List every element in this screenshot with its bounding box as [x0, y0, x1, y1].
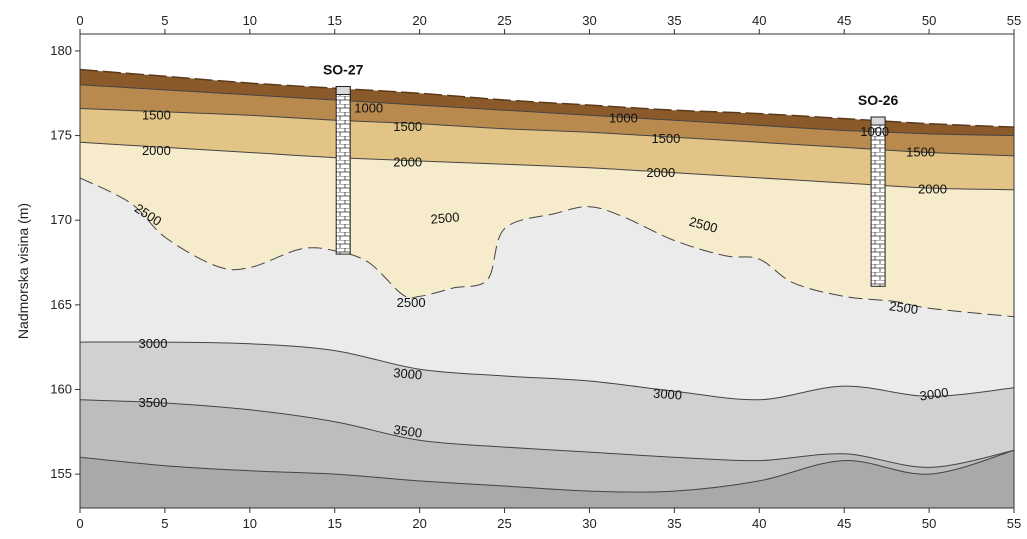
- contour-label: 1500: [906, 145, 935, 160]
- contour-label: 3000: [139, 336, 168, 351]
- contour-label: 3000: [919, 385, 950, 404]
- borehole-label-so-26: SO-26: [858, 92, 899, 108]
- x-tick-label-top: 5: [161, 13, 168, 28]
- contour-label: 3500: [139, 395, 168, 410]
- band-4000: [80, 450, 1014, 508]
- contour-label: 2000: [142, 143, 171, 158]
- x-tick-label-bottom: 0: [76, 516, 83, 531]
- contour-label: 1500: [142, 107, 171, 122]
- x-tick-label-top: 15: [327, 13, 341, 28]
- borehole-label-so-27: SO-27: [323, 62, 364, 78]
- contour-label: 3500: [392, 422, 423, 441]
- y-tick-label: 175: [50, 128, 72, 143]
- x-tick-label-bottom: 10: [243, 516, 257, 531]
- contour-label: 1500: [393, 119, 422, 134]
- y-axis-title: Nadmorska visina (m): [15, 203, 31, 339]
- x-tick-label-top: 30: [582, 13, 596, 28]
- x-axis-bottom: 0 5 10 15 20 25 30 35 40 45 50 55: [76, 508, 1021, 531]
- contour-line-2000: [80, 141, 1014, 191]
- y-tick-label: 165: [50, 297, 72, 312]
- x-tick-label-top: 55: [1007, 13, 1021, 28]
- x-tick-label-bottom: 45: [837, 516, 851, 531]
- contour-label: 3000: [393, 365, 423, 382]
- contour-lines: [80, 68, 1014, 493]
- x-tick-label-top: 25: [497, 13, 511, 28]
- contour-label: 1000: [860, 124, 889, 139]
- contour-label: 2500: [430, 209, 460, 226]
- contour-line-4000: [80, 449, 1014, 493]
- borehole-so-26: [870, 116, 886, 287]
- contour-label: 1500: [651, 131, 680, 146]
- x-tick-label-top: 10: [243, 13, 257, 28]
- contour-label: 1000: [354, 101, 383, 116]
- x-tick-label-top: 0: [76, 13, 83, 28]
- contour-label: 2000: [918, 182, 947, 197]
- plot-frame: [79, 33, 1015, 509]
- x-tick-label-bottom: 30: [582, 516, 596, 531]
- contour-line-3000: [80, 341, 1014, 401]
- x-tick-label-top: 20: [412, 13, 426, 28]
- y-tick-label: 170: [50, 212, 72, 227]
- contour-label: 2500: [687, 214, 719, 236]
- contour-label: 1000: [609, 111, 638, 126]
- contour-label: 2500: [397, 295, 426, 310]
- x-tick-label-bottom: 40: [752, 516, 766, 531]
- x-tick-label-top: 40: [752, 13, 766, 28]
- contour-label: 2000: [393, 155, 422, 170]
- x-tick-label-bottom: 55: [1007, 516, 1021, 531]
- x-tick-label-bottom: 35: [667, 516, 681, 531]
- x-tick-label-bottom: 25: [497, 516, 511, 531]
- y-tick-label: 160: [50, 382, 72, 397]
- contour-label: 2000: [646, 165, 675, 180]
- y-tick-label: 155: [50, 466, 72, 481]
- x-tick-label-top: 35: [667, 13, 681, 28]
- contour-line-1500: [80, 108, 1014, 157]
- x-tick-label-bottom: 20: [412, 516, 426, 531]
- borehole-cap: [335, 86, 351, 95]
- x-tick-label-top: 45: [837, 13, 851, 28]
- x-axis-top: 0 5 10 15 20 25 30 35 40 45 50 55: [76, 13, 1021, 34]
- boreholes: SO-27 SO-26: [323, 62, 899, 287]
- contour-label: 2500: [888, 298, 919, 317]
- x-tick-label-bottom: 5: [161, 516, 168, 531]
- contour-line-1000: [80, 84, 1014, 137]
- borehole-cap: [870, 116, 886, 126]
- contour-label: 3000: [653, 386, 683, 403]
- y-axis: 155 160 165 170 175 180: [50, 43, 80, 481]
- x-tick-label-bottom: 15: [327, 516, 341, 531]
- x-tick-label-top: 50: [922, 13, 936, 28]
- x-tick-label-bottom: 50: [922, 516, 936, 531]
- contour-line-2500: [80, 177, 1014, 318]
- y-tick-label: 180: [50, 43, 72, 58]
- ground-surface-line: [80, 68, 1014, 128]
- borehole-so-27: [335, 86, 351, 255]
- contour-bands: [80, 69, 1014, 508]
- contour-line-3500: [80, 399, 1014, 468]
